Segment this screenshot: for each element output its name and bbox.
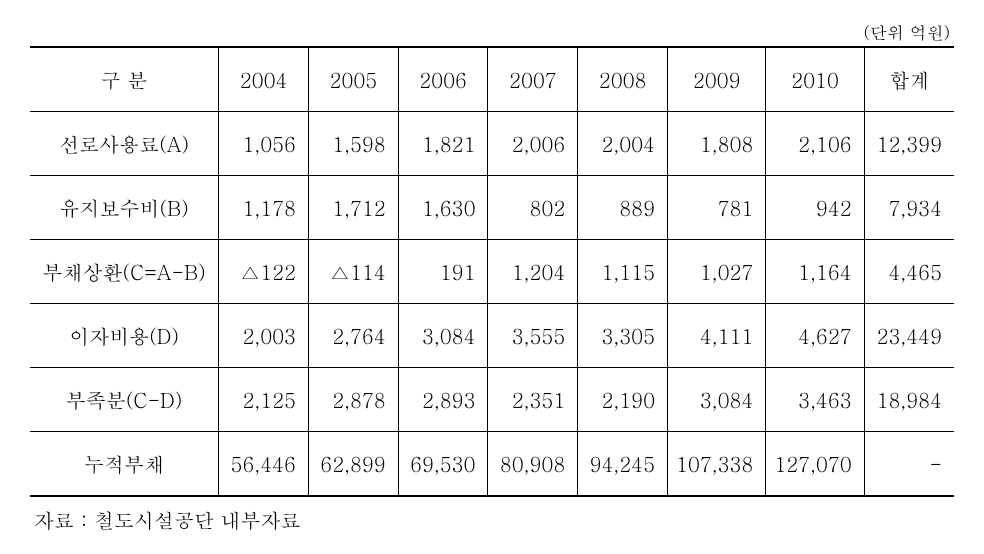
cell: 191 xyxy=(398,240,488,304)
cell: 1,056 xyxy=(219,112,309,176)
cell: 3,555 xyxy=(488,304,578,368)
cell: 4,627 xyxy=(766,304,864,368)
cell: 1,598 xyxy=(308,112,398,176)
cell: 942 xyxy=(766,176,864,240)
row-label: 부채상환(C=A-B) xyxy=(30,240,219,304)
cell: 62,899 xyxy=(308,432,398,497)
cell: 80,908 xyxy=(488,432,578,497)
cell: 1,204 xyxy=(488,240,578,304)
cell: 3,305 xyxy=(578,304,668,368)
header-category: 구 분 xyxy=(30,47,219,112)
source-label: 자료 : 철도시설공단 내부자료 xyxy=(30,505,954,534)
cell: 2,003 xyxy=(219,304,309,368)
cell: 781 xyxy=(668,176,766,240)
header-2010: 2010 xyxy=(766,47,864,112)
cell: △122 xyxy=(219,240,309,304)
data-table: 구 분 2004 2005 2006 2007 2008 2009 2010 합… xyxy=(30,46,954,497)
cell: 1,630 xyxy=(398,176,488,240)
cell: 4,465 xyxy=(864,240,954,304)
cell: 889 xyxy=(578,176,668,240)
cell: 2,004 xyxy=(578,112,668,176)
cell: 3,084 xyxy=(668,368,766,432)
table-row: 누적부채 56,446 62,899 69,530 80,908 94,245 … xyxy=(30,432,954,497)
header-2006: 2006 xyxy=(398,47,488,112)
unit-label: (단위 억원) xyxy=(30,20,954,44)
header-2009: 2009 xyxy=(668,47,766,112)
cell: 2,878 xyxy=(308,368,398,432)
table-header-row: 구 분 2004 2005 2006 2007 2008 2009 2010 합… xyxy=(30,47,954,112)
table-row: 선로사용료(A) 1,056 1,598 1,821 2,006 2,004 1… xyxy=(30,112,954,176)
cell: 3,084 xyxy=(398,304,488,368)
cell: 7,934 xyxy=(864,176,954,240)
cell: 127,070 xyxy=(766,432,864,497)
cell: 1,821 xyxy=(398,112,488,176)
cell: 2,893 xyxy=(398,368,488,432)
header-2008: 2008 xyxy=(578,47,668,112)
cell: 69,530 xyxy=(398,432,488,497)
header-2007: 2007 xyxy=(488,47,578,112)
cell: 2,106 xyxy=(766,112,864,176)
cell: 94,245 xyxy=(578,432,668,497)
cell: 1,027 xyxy=(668,240,766,304)
cell: 18,984 xyxy=(864,368,954,432)
cell: 1,712 xyxy=(308,176,398,240)
cell: 107,338 xyxy=(668,432,766,497)
header-total: 합계 xyxy=(864,47,954,112)
row-label: 선로사용료(A) xyxy=(30,112,219,176)
cell: 1,115 xyxy=(578,240,668,304)
cell: 802 xyxy=(488,176,578,240)
table-row: 부족분(C-D) 2,125 2,878 2,893 2,351 2,190 3… xyxy=(30,368,954,432)
cell: 2,351 xyxy=(488,368,578,432)
table-row: 유지보수비(B) 1,178 1,712 1,630 802 889 781 9… xyxy=(30,176,954,240)
cell: △114 xyxy=(308,240,398,304)
row-label: 이자비용(D) xyxy=(30,304,219,368)
cell: 1,178 xyxy=(219,176,309,240)
cell: 2,125 xyxy=(219,368,309,432)
cell: 4,111 xyxy=(668,304,766,368)
row-label: 부족분(C-D) xyxy=(30,368,219,432)
header-2005: 2005 xyxy=(308,47,398,112)
cell: 3,463 xyxy=(766,368,864,432)
cell: 56,446 xyxy=(219,432,309,497)
cell: 23,449 xyxy=(864,304,954,368)
cell: 2,190 xyxy=(578,368,668,432)
table-row: 이자비용(D) 2,003 2,764 3,084 3,555 3,305 4,… xyxy=(30,304,954,368)
cell: 2,764 xyxy=(308,304,398,368)
row-label: 유지보수비(B) xyxy=(30,176,219,240)
cell: 2,006 xyxy=(488,112,578,176)
cell: 1,808 xyxy=(668,112,766,176)
table-row: 부채상환(C=A-B) △122 △114 191 1,204 1,115 1,… xyxy=(30,240,954,304)
header-2004: 2004 xyxy=(219,47,309,112)
row-label: 누적부채 xyxy=(30,432,219,497)
cell: 12,399 xyxy=(864,112,954,176)
cell: - xyxy=(864,432,954,497)
cell: 1,164 xyxy=(766,240,864,304)
